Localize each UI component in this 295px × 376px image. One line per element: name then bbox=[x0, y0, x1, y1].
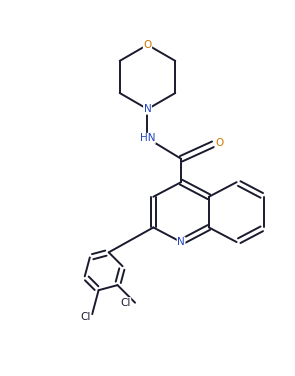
Text: Cl: Cl bbox=[120, 298, 131, 308]
Text: N: N bbox=[177, 237, 185, 247]
Text: Cl: Cl bbox=[80, 312, 91, 322]
Text: HN: HN bbox=[140, 133, 155, 143]
Text: O: O bbox=[143, 40, 152, 50]
Text: O: O bbox=[215, 138, 223, 148]
Text: N: N bbox=[144, 104, 151, 114]
